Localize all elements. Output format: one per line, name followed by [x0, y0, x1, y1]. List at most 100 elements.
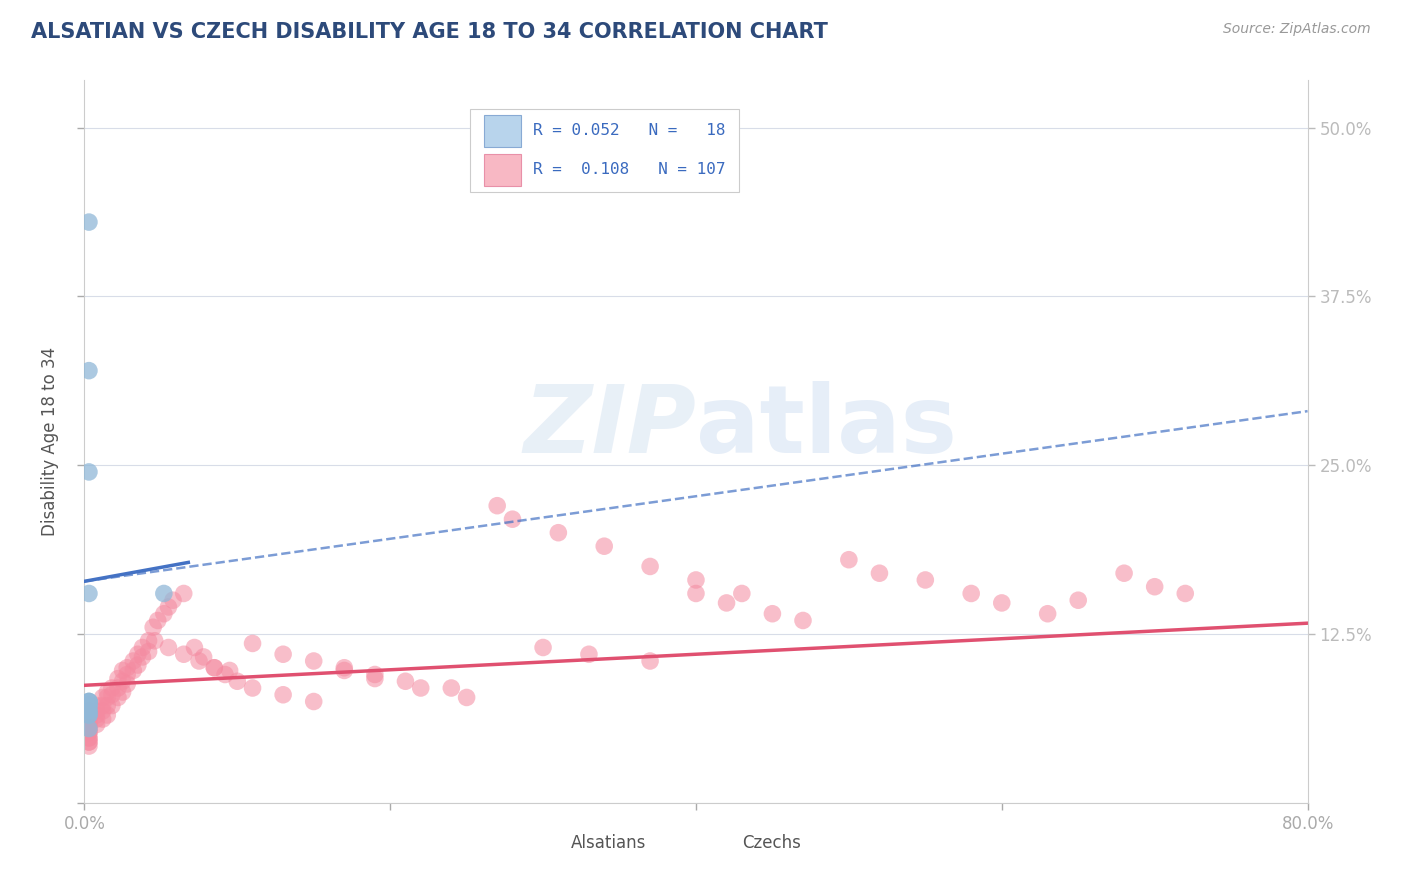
- Point: [77, 731, 100, 745]
- Point: [77, 722, 100, 736]
- Point: [86, 704, 108, 718]
- Point: [77, 739, 100, 753]
- Point: [271, 647, 294, 661]
- Point: [1036, 607, 1059, 621]
- Point: [77, 698, 100, 713]
- Point: [77, 704, 100, 718]
- Point: [991, 596, 1014, 610]
- Point: [115, 667, 138, 681]
- Point: [1174, 586, 1197, 600]
- Point: [271, 688, 294, 702]
- Point: [578, 647, 600, 661]
- Point: [183, 640, 205, 655]
- Point: [107, 690, 129, 705]
- Point: [153, 607, 176, 621]
- Point: [77, 704, 100, 718]
- Point: [440, 681, 463, 695]
- Point: [77, 725, 100, 739]
- Point: [96, 698, 118, 713]
- Point: [77, 708, 100, 723]
- Point: [333, 664, 356, 678]
- Point: [202, 661, 225, 675]
- Point: [96, 708, 118, 723]
- Point: [77, 465, 100, 479]
- Point: [731, 586, 754, 600]
- Point: [914, 573, 936, 587]
- Point: [91, 712, 114, 726]
- Point: [188, 654, 211, 668]
- Point: [77, 708, 100, 723]
- Point: [173, 586, 195, 600]
- Point: [77, 731, 100, 745]
- Point: [111, 664, 134, 678]
- Point: [143, 633, 166, 648]
- Point: [638, 654, 661, 668]
- Point: [77, 694, 100, 708]
- FancyBboxPatch shape: [484, 115, 522, 146]
- Point: [77, 704, 100, 718]
- Point: [86, 712, 108, 726]
- Point: [547, 525, 569, 540]
- FancyBboxPatch shape: [484, 154, 522, 186]
- Point: [77, 708, 100, 723]
- Point: [86, 717, 108, 731]
- Point: [77, 698, 100, 713]
- Point: [101, 698, 124, 713]
- Point: [107, 672, 129, 686]
- FancyBboxPatch shape: [470, 109, 738, 193]
- Point: [162, 593, 184, 607]
- FancyBboxPatch shape: [702, 831, 733, 855]
- Point: [302, 694, 325, 708]
- Point: [101, 681, 124, 695]
- Point: [685, 573, 707, 587]
- Point: [364, 672, 387, 686]
- Y-axis label: Disability Age 18 to 34: Disability Age 18 to 34: [41, 347, 59, 536]
- Point: [122, 664, 145, 678]
- Point: [242, 681, 264, 695]
- Point: [77, 704, 100, 718]
- Text: R =  0.108   N = 107: R = 0.108 N = 107: [533, 162, 725, 178]
- Point: [77, 717, 100, 731]
- Point: [394, 674, 416, 689]
- Point: [77, 712, 100, 726]
- Text: Source: ZipAtlas.com: Source: ZipAtlas.com: [1223, 22, 1371, 37]
- Point: [638, 559, 661, 574]
- Point: [157, 599, 180, 614]
- Point: [115, 677, 138, 691]
- Point: [115, 661, 138, 675]
- Point: [456, 690, 478, 705]
- Point: [122, 654, 145, 668]
- Point: [364, 667, 387, 681]
- Point: [107, 681, 129, 695]
- Point: [77, 735, 100, 749]
- Point: [77, 722, 100, 736]
- Point: [111, 685, 134, 699]
- Point: [409, 681, 432, 695]
- Point: [77, 725, 100, 739]
- Point: [761, 607, 783, 621]
- Point: [91, 698, 114, 713]
- Point: [142, 620, 165, 634]
- FancyBboxPatch shape: [531, 831, 561, 855]
- Point: [111, 674, 134, 689]
- Point: [131, 640, 153, 655]
- Text: ZIP: ZIP: [523, 381, 696, 473]
- Point: [131, 649, 153, 664]
- Point: [96, 690, 118, 705]
- Point: [77, 708, 100, 723]
- Text: Czechs: Czechs: [742, 834, 801, 852]
- Point: [333, 661, 356, 675]
- Point: [138, 633, 160, 648]
- Point: [138, 644, 160, 658]
- Point: [792, 614, 814, 628]
- Point: [593, 539, 616, 553]
- Point: [127, 658, 149, 673]
- Point: [685, 586, 707, 600]
- Text: R = 0.052   N =   18: R = 0.052 N = 18: [533, 123, 725, 138]
- Point: [127, 647, 149, 661]
- Point: [1114, 566, 1136, 581]
- Point: [193, 649, 215, 664]
- Point: [1067, 593, 1090, 607]
- Point: [96, 685, 118, 699]
- Point: [86, 708, 108, 723]
